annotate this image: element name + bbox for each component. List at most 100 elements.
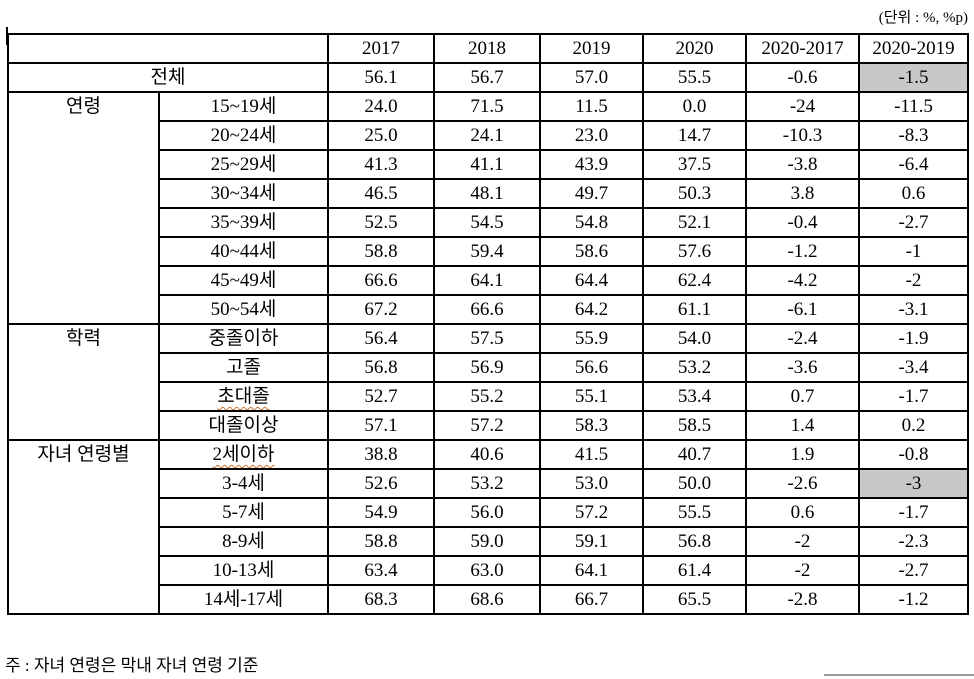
table-row: 연령 15~19세 24.0 71.5 11.5 0.0 -24 -11.5 — [7, 91, 969, 325]
value-cell: 41.5 — [539, 439, 644, 470]
table-row: 10-13세 63.4 63.0 64.1 61.4 -2 -2.7 — [8, 555, 969, 586]
value-cell: 57.5 — [433, 323, 541, 354]
value-cell: -24 — [745, 91, 860, 122]
table-row: 8-9세 58.8 59.0 59.1 56.8 -2 -2.3 — [8, 526, 969, 557]
row-label-cell: 5-7세 — [158, 497, 329, 528]
table-body: 2017 2018 2019 2020 2020-2017 2020-2019 전체 56.1… — [7, 33, 969, 615]
value-cell: 58.8 — [327, 236, 435, 267]
value-cell: 53.0 — [539, 468, 644, 499]
value-cell: 58.3 — [539, 410, 644, 441]
table-row: 20~24세 25.0 24.1 23.0 14.7 -10.3 -8.3 — [8, 120, 969, 151]
value-cell: 55.5 — [642, 62, 747, 93]
value-cell: 52.1 — [642, 207, 747, 238]
value-cell: 56.9 — [433, 352, 541, 383]
spellcheck-underlined-label: 2세이하 — [212, 444, 275, 465]
column-header: 2018 — [433, 33, 541, 64]
value-cell: -1 — [858, 236, 969, 267]
value-cell: -0.4 — [745, 207, 860, 238]
value-cell: 38.8 — [327, 439, 435, 470]
row-label-cell: 40~44세 — [158, 236, 329, 267]
value-cell: -0.6 — [745, 62, 860, 93]
header-row: 2017 2018 2019 2020 2020-2017 2020-2019 — [7, 33, 969, 64]
table-row: 전체 56.1 56.7 57.0 55.5 -0.6 -1.5 — [7, 62, 969, 93]
value-cell: 0.6 — [858, 178, 969, 209]
value-cell: -3 — [858, 468, 969, 499]
value-cell: 56.4 — [327, 323, 435, 354]
value-cell: -3.4 — [858, 352, 969, 383]
value-cell: -3.6 — [745, 352, 860, 383]
value-cell: -1.7 — [858, 381, 969, 412]
table-row: 45~49세 66.6 64.1 64.4 62.4 -4.2 -2 — [8, 265, 969, 296]
value-cell: 55.5 — [642, 497, 747, 528]
table-row: 학력 중졸이하 56.4 57.5 55.9 54.0 -2.4 -1.9 — [7, 323, 969, 441]
value-cell: 61.1 — [642, 294, 747, 325]
row-label-cell: 대졸이상 — [158, 410, 329, 441]
column-header: 2017 — [327, 33, 435, 64]
value-cell: -0.8 — [858, 439, 969, 470]
value-cell: 68.3 — [327, 584, 435, 615]
value-cell: 54.8 — [539, 207, 644, 238]
value-cell: 0.0 — [642, 91, 747, 122]
value-cell: 23.0 — [539, 120, 644, 151]
value-cell: 54.9 — [327, 497, 435, 528]
value-cell: 64.1 — [433, 265, 541, 296]
value-cell: 3.8 — [745, 178, 860, 209]
row-label-cell: 전체 — [7, 62, 329, 93]
value-cell: 53.2 — [433, 468, 541, 499]
value-cell: -1.2 — [858, 584, 969, 615]
value-cell: 65.5 — [642, 584, 747, 615]
value-cell: 57.2 — [539, 497, 644, 528]
value-cell: 64.4 — [539, 265, 644, 296]
value-cell: -2.3 — [858, 526, 969, 557]
value-cell: -1.9 — [858, 323, 969, 354]
value-cell: -2.7 — [858, 555, 969, 586]
value-cell: 68.6 — [433, 584, 541, 615]
value-cell: 0.2 — [858, 410, 969, 441]
value-cell: 48.1 — [433, 178, 541, 209]
value-cell: 0.7 — [745, 381, 860, 412]
value-cell: 37.5 — [642, 149, 747, 180]
value-cell: -2.6 — [745, 468, 860, 499]
value-cell: 55.1 — [539, 381, 644, 412]
value-cell: 57.1 — [327, 410, 435, 441]
value-cell: 56.6 — [539, 352, 644, 383]
header-empty-cell — [7, 33, 329, 64]
value-cell: 49.7 — [539, 178, 644, 209]
footnote: 주 : 자녀 연령은 막내 자녀 연령 기준 — [5, 656, 259, 675]
value-cell: 52.7 — [327, 381, 435, 412]
value-cell: 58.5 — [642, 410, 747, 441]
row-label-cell: 45~49세 — [158, 265, 329, 296]
column-header: 2020 — [642, 33, 747, 64]
row-label-cell: 초대졸 — [158, 381, 329, 412]
value-cell: 52.5 — [327, 207, 435, 238]
table-row: 35~39세 52.5 54.5 54.8 52.1 -0.4 -2.7 — [8, 207, 969, 238]
value-cell: 1.9 — [745, 439, 860, 470]
value-cell: 52.6 — [327, 468, 435, 499]
value-cell: 50.3 — [642, 178, 747, 209]
column-header: 2020-2017 — [745, 33, 860, 64]
value-cell: 56.8 — [327, 352, 435, 383]
value-cell: -3.8 — [745, 149, 860, 180]
value-cell: 41.3 — [327, 149, 435, 180]
value-cell: -2.4 — [745, 323, 860, 354]
value-cell: 64.1 — [539, 555, 644, 586]
table-row: 40~44세 58.8 59.4 58.6 57.6 -1.2 -1 — [8, 236, 969, 267]
value-cell: 14.7 — [642, 120, 747, 151]
value-cell: -2.8 — [745, 584, 860, 615]
row-label-cell: 10-13세 — [158, 555, 329, 586]
value-cell: 40.6 — [433, 439, 541, 470]
value-cell: 63.4 — [327, 555, 435, 586]
column-header: 2020-2019 — [858, 33, 969, 64]
table-row: 5-7세 54.9 56.0 57.2 55.5 0.6 -1.7 — [8, 497, 969, 528]
value-cell: -1.2 — [745, 236, 860, 267]
value-cell: 59.0 — [433, 526, 541, 557]
table-row: 50~54세 67.2 66.6 64.2 61.1 -6.1 -3.1 — [8, 294, 969, 325]
value-cell: -2 — [858, 265, 969, 296]
value-cell: -1.5 — [858, 62, 969, 93]
value-cell: 57.0 — [539, 62, 644, 93]
table-row: 대졸이상 57.1 57.2 58.3 58.5 1.4 0.2 — [8, 410, 969, 441]
table-row: 고졸 56.8 56.9 56.6 53.2 -3.6 -3.4 — [8, 352, 969, 383]
row-label-cell: 고졸 — [158, 352, 329, 383]
value-cell: 59.4 — [433, 236, 541, 267]
row-label-cell: 3-4세 — [158, 468, 329, 499]
